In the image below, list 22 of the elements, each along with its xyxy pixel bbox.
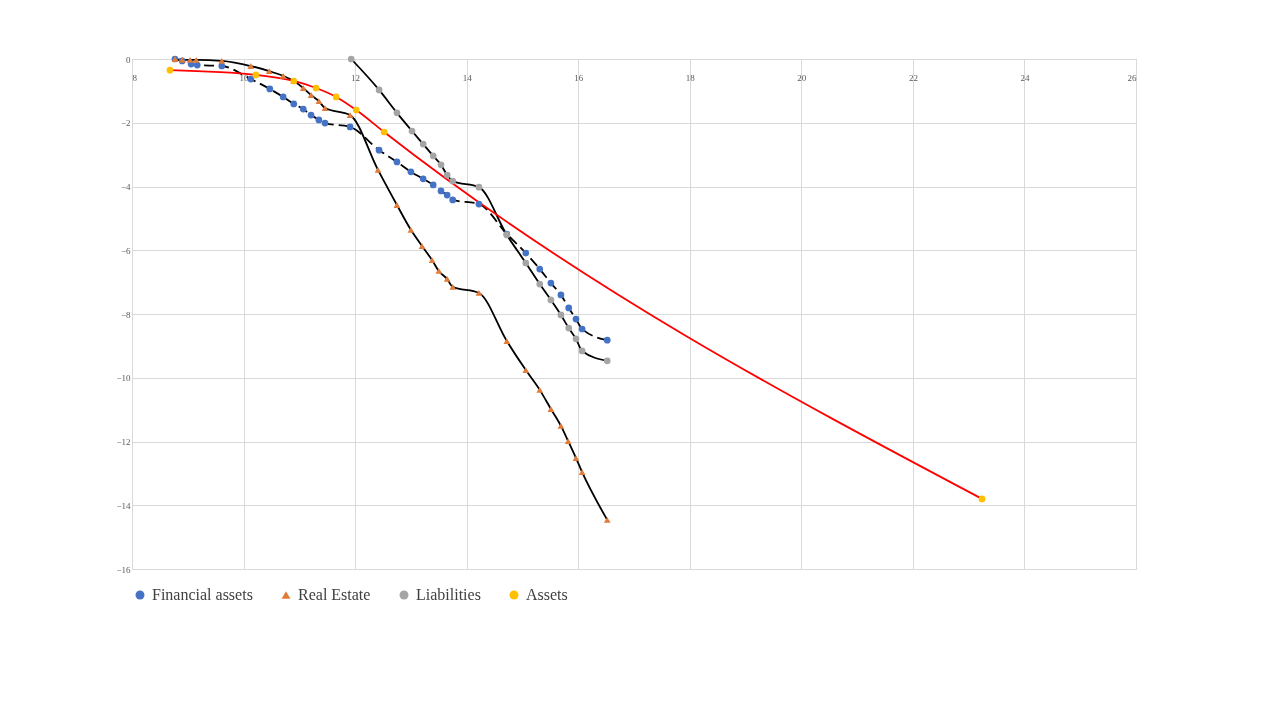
x-tick-label: 26: [1127, 72, 1137, 83]
legend-label: Liabilities: [416, 586, 481, 603]
y-tick-label: −6: [120, 245, 131, 256]
x-tick-label: 16: [574, 72, 584, 83]
y-tick-label: −10: [116, 373, 131, 384]
y-tick-label: −16: [116, 564, 131, 575]
legend-label: Assets: [526, 586, 568, 603]
y-tick-label: 0: [126, 54, 131, 65]
x-tick-label: 22: [908, 72, 918, 83]
x-tick-label: 12: [351, 72, 361, 83]
y-tick-label: −12: [116, 437, 131, 447]
y-tick-label: −14: [116, 500, 131, 511]
x-tick-label: 18: [685, 72, 696, 83]
y-tick-label: −4: [120, 182, 131, 192]
x-tick-label: 14: [462, 72, 473, 83]
x-tick-label: 20: [797, 72, 807, 83]
legend-label: Real Estate: [298, 586, 371, 603]
y-tick-label: −2: [120, 118, 131, 129]
x-tick-label: 8: [132, 72, 138, 83]
legend-label: Financial assets: [152, 586, 253, 603]
x-tick-label: 24: [1020, 72, 1030, 83]
y-tick-label: −8: [120, 309, 131, 320]
